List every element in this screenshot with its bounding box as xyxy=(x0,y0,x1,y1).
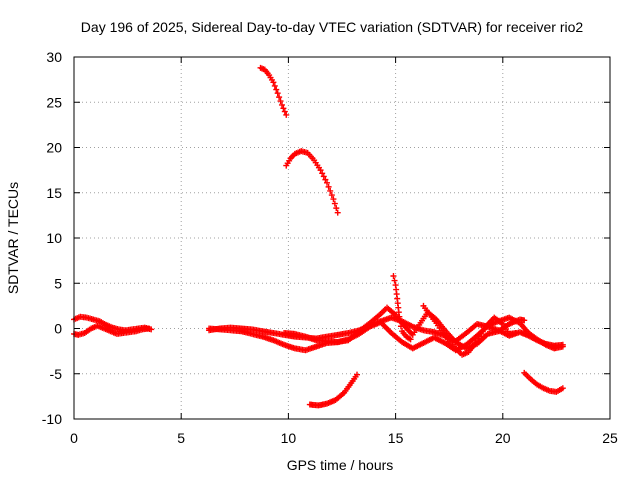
data-point xyxy=(319,170,326,177)
chart-title: Day 196 of 2025, Sidereal Day-to-day VTE… xyxy=(81,19,584,35)
y-tick-label: 5 xyxy=(54,275,62,291)
data-point xyxy=(271,82,278,89)
x-tick-label: 15 xyxy=(388,430,404,446)
data-point xyxy=(277,98,284,105)
data-point xyxy=(146,325,153,332)
data-point xyxy=(391,277,398,284)
data-point xyxy=(559,385,566,392)
y-tick-label: 10 xyxy=(46,230,62,246)
y-tick-label: 25 xyxy=(46,94,62,110)
data-point xyxy=(280,105,287,112)
data-point xyxy=(330,196,337,203)
series-sat-e xyxy=(306,371,361,409)
data-point xyxy=(273,86,280,93)
data-point xyxy=(396,318,403,325)
y-tick-label: -5 xyxy=(50,366,63,382)
data-point xyxy=(270,79,277,86)
series-sat-b xyxy=(71,322,153,338)
y-tick-label: 30 xyxy=(46,49,62,65)
data-point xyxy=(278,101,285,108)
y-tick-label: 20 xyxy=(46,140,62,156)
data-point xyxy=(327,187,334,194)
x-tick-label: 20 xyxy=(495,430,511,446)
data-point xyxy=(323,179,330,186)
y-tick-label: 0 xyxy=(54,321,62,337)
series-sat-d xyxy=(283,148,341,216)
x-tick-label: 5 xyxy=(177,430,185,446)
data-point xyxy=(512,330,519,337)
data-point xyxy=(276,94,283,101)
data-point xyxy=(407,336,414,343)
x-tick-label: 25 xyxy=(602,430,618,446)
plot-frame xyxy=(73,56,611,420)
data-point xyxy=(281,108,288,115)
data-point xyxy=(325,183,332,190)
x-tick-label: 10 xyxy=(281,430,297,446)
data-point xyxy=(274,90,281,97)
x-axis-label: GPS time / hours xyxy=(287,457,394,473)
series-sat-k xyxy=(521,369,566,395)
data-point xyxy=(322,176,329,183)
data-point xyxy=(328,192,335,199)
data-point xyxy=(390,273,397,280)
data-point xyxy=(331,200,338,207)
data-series xyxy=(71,64,566,409)
data-point xyxy=(334,209,341,216)
data-point xyxy=(397,323,404,330)
data-point xyxy=(283,111,290,118)
series-sat-i xyxy=(390,273,414,343)
x-tick-label: 0 xyxy=(70,430,78,446)
series-sat-j xyxy=(420,302,519,358)
y-tick-labels: -10 -5 0 5 10 15 20 25 30 xyxy=(42,49,62,427)
data-point xyxy=(559,343,566,350)
data-point xyxy=(317,167,324,174)
x-tick-labels: 0 5 10 15 20 25 xyxy=(70,430,618,446)
data-point xyxy=(354,371,361,378)
y-tick-label: 15 xyxy=(46,185,62,201)
data-point xyxy=(320,173,327,180)
y-tick-label: -10 xyxy=(42,411,62,427)
data-point xyxy=(521,317,528,324)
series-sat-c xyxy=(257,64,290,118)
y-axis-label: SDTVAR / TECUs xyxy=(5,182,21,294)
data-point xyxy=(333,205,340,212)
